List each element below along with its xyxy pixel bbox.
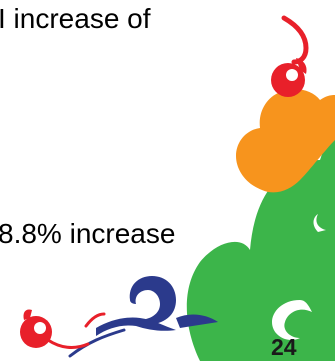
page-number: 24 [271, 334, 297, 360]
body-text-line: I increase of [0, 3, 151, 34]
navy-swirl [68, 276, 218, 358]
red-swirl-bottom [20, 309, 106, 349]
orange-cloud-shape [236, 89, 335, 193]
body-text-line: 8.8% increase [0, 218, 176, 249]
red-swirl-top [271, 15, 309, 97]
